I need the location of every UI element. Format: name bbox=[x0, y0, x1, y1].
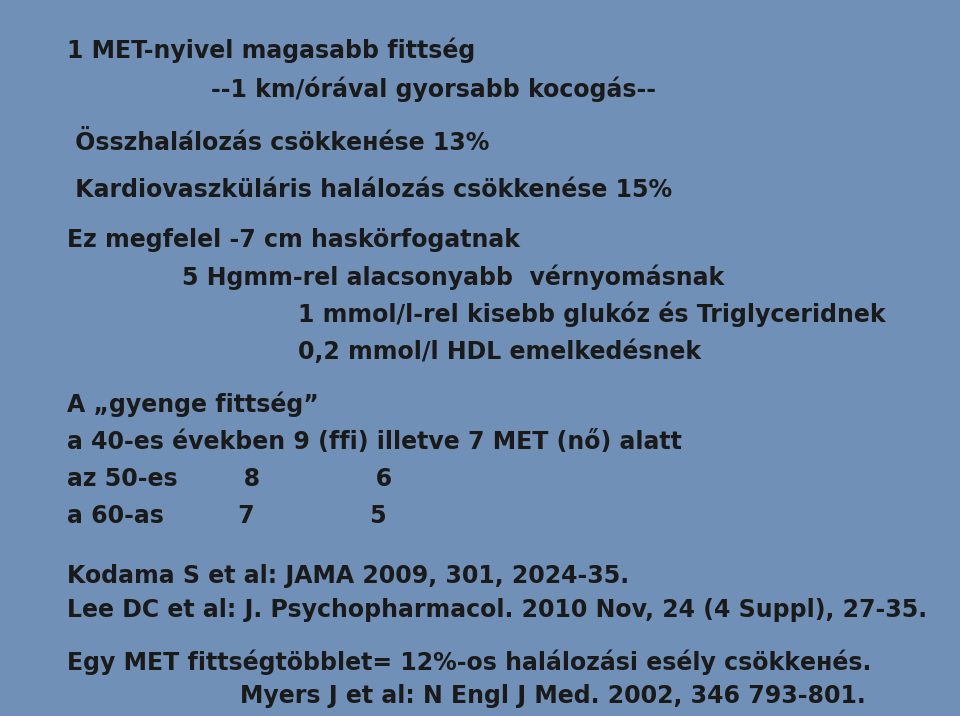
Text: 5 Hgmm-rel alacsonyabb  vérnyomásnak: 5 Hgmm-rel alacsonyabb vérnyomásnak bbox=[182, 264, 725, 290]
Text: 0,2 mmol/l HDL emelkedésnek: 0,2 mmol/l HDL emelkedésnek bbox=[298, 339, 701, 364]
Text: Myers J et al: N Engl J Med. 2002, 346 793-801.: Myers J et al: N Engl J Med. 2002, 346 7… bbox=[240, 684, 866, 708]
Text: a 60-as         7              5: a 60-as 7 5 bbox=[67, 504, 387, 528]
Text: Egy MET fittségtöbblet= 12%-os halálozási esély csökkенés.: Egy MET fittségtöbblet= 12%-os halálozás… bbox=[67, 649, 872, 675]
Text: Összhalálozás csökkенése 13%: Összhalálozás csökkенése 13% bbox=[67, 131, 490, 155]
Text: a 40-es években 9 (ffi) illetve 7 MET (nő) alatt: a 40-es években 9 (ffi) illetve 7 MET (n… bbox=[67, 430, 682, 454]
Text: 1 mmol/l-rel kisebb glukóz és Triglyceridnek: 1 mmol/l-rel kisebb glukóz és Triglyceri… bbox=[298, 301, 885, 327]
Text: Kodama S et al: JAMA 2009, 301, 2024-35.: Kodama S et al: JAMA 2009, 301, 2024-35. bbox=[67, 564, 630, 589]
Text: Lee DC et al: J. Psychopharmacol. 2010 Nov, 24 (4 Suppl), 27-35.: Lee DC et al: J. Psychopharmacol. 2010 N… bbox=[67, 598, 927, 622]
Text: --1 km/órával gyorsabb kocogás--: --1 km/órával gyorsabb kocogás-- bbox=[211, 77, 657, 102]
Text: az 50-es        8              6: az 50-es 8 6 bbox=[67, 467, 393, 491]
Text: A „gyenge fittség”: A „gyenge fittség” bbox=[67, 392, 319, 417]
Text: Ez megfelel -7 cm haskörfogatnak: Ez megfelel -7 cm haskörfogatnak bbox=[67, 228, 520, 252]
Text: 1 MET-nyivel magasabb fittség: 1 MET-nyivel magasabb fittség bbox=[67, 37, 475, 63]
Text: Kardiovaszküláris halálozás csökkenése 15%: Kardiovaszküláris halálozás csökkenése 1… bbox=[67, 178, 672, 202]
